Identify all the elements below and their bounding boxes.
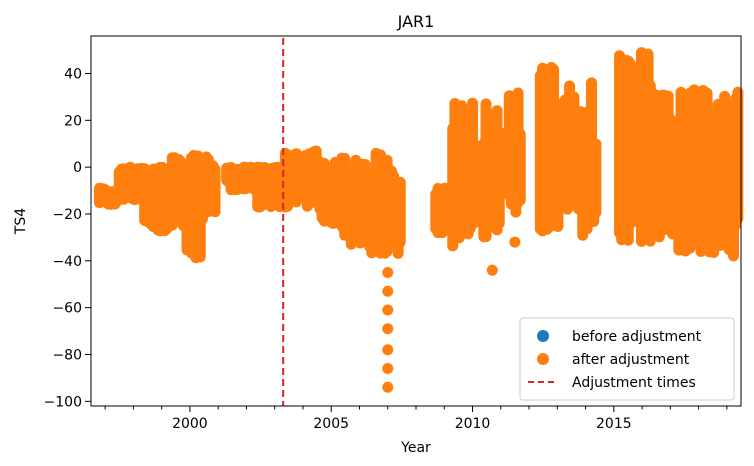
- y-axis-ticks: −100 −80 −60 −40 −20 0 20 40: [44, 66, 91, 410]
- legend-marker-before-adjustment: [537, 330, 549, 342]
- chart-title: JAR1: [397, 12, 435, 31]
- data-point: [509, 236, 521, 248]
- legend-label-adjustment-times: Adjustment times: [572, 375, 696, 391]
- legend: before adjustment after adjustment Adjus…: [519, 317, 735, 401]
- x-tick-label: 2015: [596, 416, 632, 432]
- data-points: [93, 47, 744, 393]
- x-tick-label: 2010: [455, 416, 491, 432]
- data-point: [382, 363, 394, 375]
- legend-box: [519, 317, 735, 401]
- y-tick-label: −100: [44, 394, 82, 410]
- legend-marker-after-adjustment: [537, 353, 549, 365]
- x-tick-label: 2000: [172, 416, 208, 432]
- y-tick-label: −60: [52, 301, 82, 317]
- y-tick-label: −40: [52, 254, 82, 270]
- x-tick-label: 2005: [313, 416, 349, 432]
- data-point: [486, 264, 498, 276]
- data-point: [382, 323, 394, 335]
- data-point: [382, 304, 394, 316]
- x-axis-title: Year: [400, 440, 431, 456]
- y-axis-title: TS4: [13, 208, 29, 235]
- y-tick-label: 20: [64, 113, 82, 129]
- x-axis-ticks: 2000 2005 2010 2015: [104, 406, 728, 432]
- y-tick-label: −80: [52, 347, 82, 363]
- data-point: [382, 381, 394, 393]
- data-point: [382, 344, 394, 356]
- y-tick-label: −20: [52, 207, 82, 223]
- y-tick-label: 0: [73, 160, 82, 176]
- data-point: [382, 285, 394, 297]
- legend-label-before-adjustment: before adjustment: [572, 329, 702, 345]
- data-point: [382, 267, 394, 279]
- y-tick-label: 40: [64, 66, 82, 82]
- legend-label-after-adjustment: after adjustment: [572, 352, 690, 368]
